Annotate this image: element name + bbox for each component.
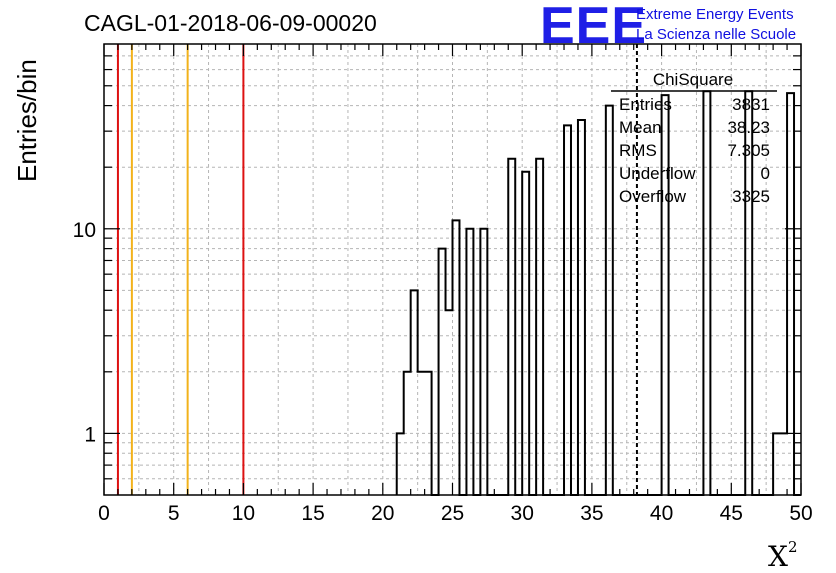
stats-value: 0 xyxy=(761,164,770,183)
x-axis-label-superscript: 2 xyxy=(787,538,798,556)
x-axis-label: X2 xyxy=(768,538,797,573)
stats-value: 3831 xyxy=(732,95,770,114)
stats-label: Entries xyxy=(619,95,672,114)
stats-label: Mean xyxy=(619,118,662,137)
stats-box: ChiSquare Entries 3831 Mean 38.23 RMS 7.305 Und… xyxy=(611,70,777,206)
eee-logo: EEE Extreme Energy Events La Scienza nel… xyxy=(540,0,836,55)
x-tick-labels: 0 5 10 15 20 25 30 35 40 45 50 xyxy=(98,502,813,525)
x-tick-label: 10 xyxy=(232,502,255,525)
axis-ticks xyxy=(103,44,802,495)
stats-value: 3325 xyxy=(732,187,770,206)
x-tick-label: 30 xyxy=(511,502,534,525)
y-tick-label: 10 xyxy=(73,219,96,242)
reference-lines xyxy=(116,44,638,495)
stats-label: RMS xyxy=(619,141,657,160)
stats-value: 7.305 xyxy=(727,141,770,160)
x-tick-label: 5 xyxy=(168,502,180,525)
x-tick-label: 50 xyxy=(789,502,812,525)
x-tick-label: 35 xyxy=(580,502,603,525)
y-tick-label: 1 xyxy=(84,423,96,446)
x-tick-label: 40 xyxy=(650,502,673,525)
x-tick-label: 15 xyxy=(301,502,324,525)
x-tick-label: 25 xyxy=(441,502,464,525)
stats-label: Overflow xyxy=(619,187,687,206)
stats-value: 38.23 xyxy=(727,118,770,137)
stats-box-title: ChiSquare xyxy=(653,70,733,89)
page-title: CAGL-01-2018-06-09-00020 xyxy=(84,10,377,36)
x-tick-label: 0 xyxy=(98,502,110,525)
logo-line-2: La Scienza nelle Scuole xyxy=(636,26,797,43)
y-tick-labels: 1 10 xyxy=(73,219,96,447)
logo-line-1: Extreme Energy Events xyxy=(636,6,794,23)
x-axis-label-text: X xyxy=(768,540,788,573)
x-tick-label: 45 xyxy=(720,502,743,525)
logo-mark: EEE xyxy=(540,0,648,55)
x-tick-label: 20 xyxy=(371,502,394,525)
stats-label: Underflow xyxy=(619,164,696,183)
